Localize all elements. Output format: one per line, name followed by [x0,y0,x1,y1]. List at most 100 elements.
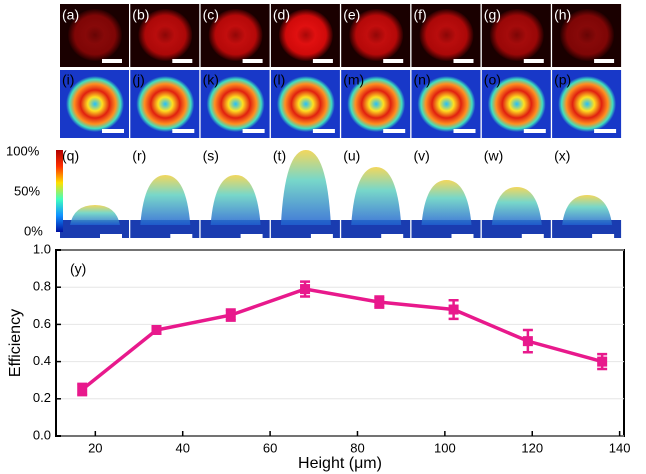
scale-bar [381,234,404,238]
intensity-map [276,76,335,132]
y-axis-label: Efficiency [7,309,24,377]
panel-label: (q) [62,148,79,164]
scale-bar [310,234,333,238]
scale-bar [242,59,263,63]
panel-label: (t) [273,148,286,164]
data-point [225,310,236,321]
scale-bar [592,234,615,238]
intensity-map [558,76,617,132]
y-tick-label: 1.0 [33,241,51,256]
surface-plot [280,150,331,225]
scale-bar [453,59,474,63]
panel-label: (r) [132,148,146,164]
beam-spot [489,9,544,61]
data-point [374,297,385,308]
x-tick-label: 100 [434,440,456,455]
panel-label: (g) [484,7,501,23]
surface-plot [491,187,542,225]
intensity-map [417,76,476,132]
panel-label: (v) [414,148,430,164]
surface-plot [562,195,613,225]
beam-spot [208,9,263,61]
panel-label: (m) [343,72,364,88]
scale-bar [451,234,474,238]
surface-plot [421,180,472,225]
scale-bar [523,59,544,63]
y-tick-label: 0.2 [33,390,51,405]
data-line [81,287,603,391]
data-point [597,356,608,367]
scale-bar [172,129,195,133]
panel-label: (u) [343,148,360,164]
scale-bar [453,129,476,133]
y-tick-label: 0.4 [33,353,51,368]
scale-bar [383,129,406,133]
panel-label: (i) [62,72,74,88]
panel-label: (c) [203,7,219,23]
panel-label: (j) [132,72,144,88]
x-tick-label: 140 [609,440,631,455]
scale-bar [383,59,404,63]
data-point [151,324,162,335]
annotation: (y) [70,261,86,277]
panel-label: (l) [273,72,285,88]
scale-bar [100,234,122,238]
colorbar-label: 50% [14,183,40,198]
chart: (y) Height (μm) Efficiency 0.0 0.2 0.4 0.6 0… [7,241,630,472]
image-panels: (a) (b) (c) (d) (e) (f) (g) (h) (i) (j) (k) (l) (m) (… [60,4,622,238]
intensity-map [206,76,265,132]
panel-label: (a) [62,7,79,23]
surface-plot [351,167,402,225]
surface-plot [140,175,191,225]
beam-spot [349,9,404,61]
panel-label: (h) [554,7,571,23]
panel-label: (o) [484,72,501,88]
x-tick-label: 60 [263,440,277,455]
scale-bar [240,234,263,238]
scale-bar [242,129,265,133]
y-tick-label: 0.8 [33,279,51,294]
panel-label: (p) [554,72,571,88]
data-point [77,384,88,395]
beam-spot [278,9,333,61]
scale-bar [312,59,333,63]
scale-bar [102,129,124,133]
panel-label: (f) [414,7,427,23]
beam-spot [419,9,474,61]
beam-spot [138,9,193,61]
colorbar [56,150,63,232]
intensity-map [487,76,546,132]
y-tick-label: 0.0 [33,427,51,442]
y-tick-label: 0.6 [33,316,51,331]
panel-label: (s) [203,148,219,164]
surface-plot [210,175,261,225]
intensity-map [347,76,406,132]
scale-bar [523,129,546,133]
panel-label: (w) [484,148,503,164]
panel-label: (n) [414,72,431,88]
panel-label: (k) [203,72,219,88]
scale-bar [594,59,615,63]
scale-bar [172,59,193,63]
scale-bar [521,234,544,238]
colorbar-label: 100% [6,143,40,158]
scale-bar [102,59,122,63]
data-point [300,284,311,295]
panel-label: (x) [554,148,570,164]
data-point [448,304,459,315]
colorbar-label: 0% [24,223,43,238]
x-tick-label: 80 [350,440,364,455]
x-tick-label: 120 [521,440,543,455]
data-point [522,336,533,347]
x-axis-label: Height (μm) [298,455,382,472]
scale-bar [312,129,335,133]
x-tick-label: 40 [175,440,189,455]
surface-plot [70,205,120,225]
intensity-map [136,76,195,132]
panel-label: (e) [343,7,360,23]
scale-bar [594,129,617,133]
beam-spot [68,9,122,61]
scale-bar [170,234,193,238]
beam-spot [560,9,615,61]
